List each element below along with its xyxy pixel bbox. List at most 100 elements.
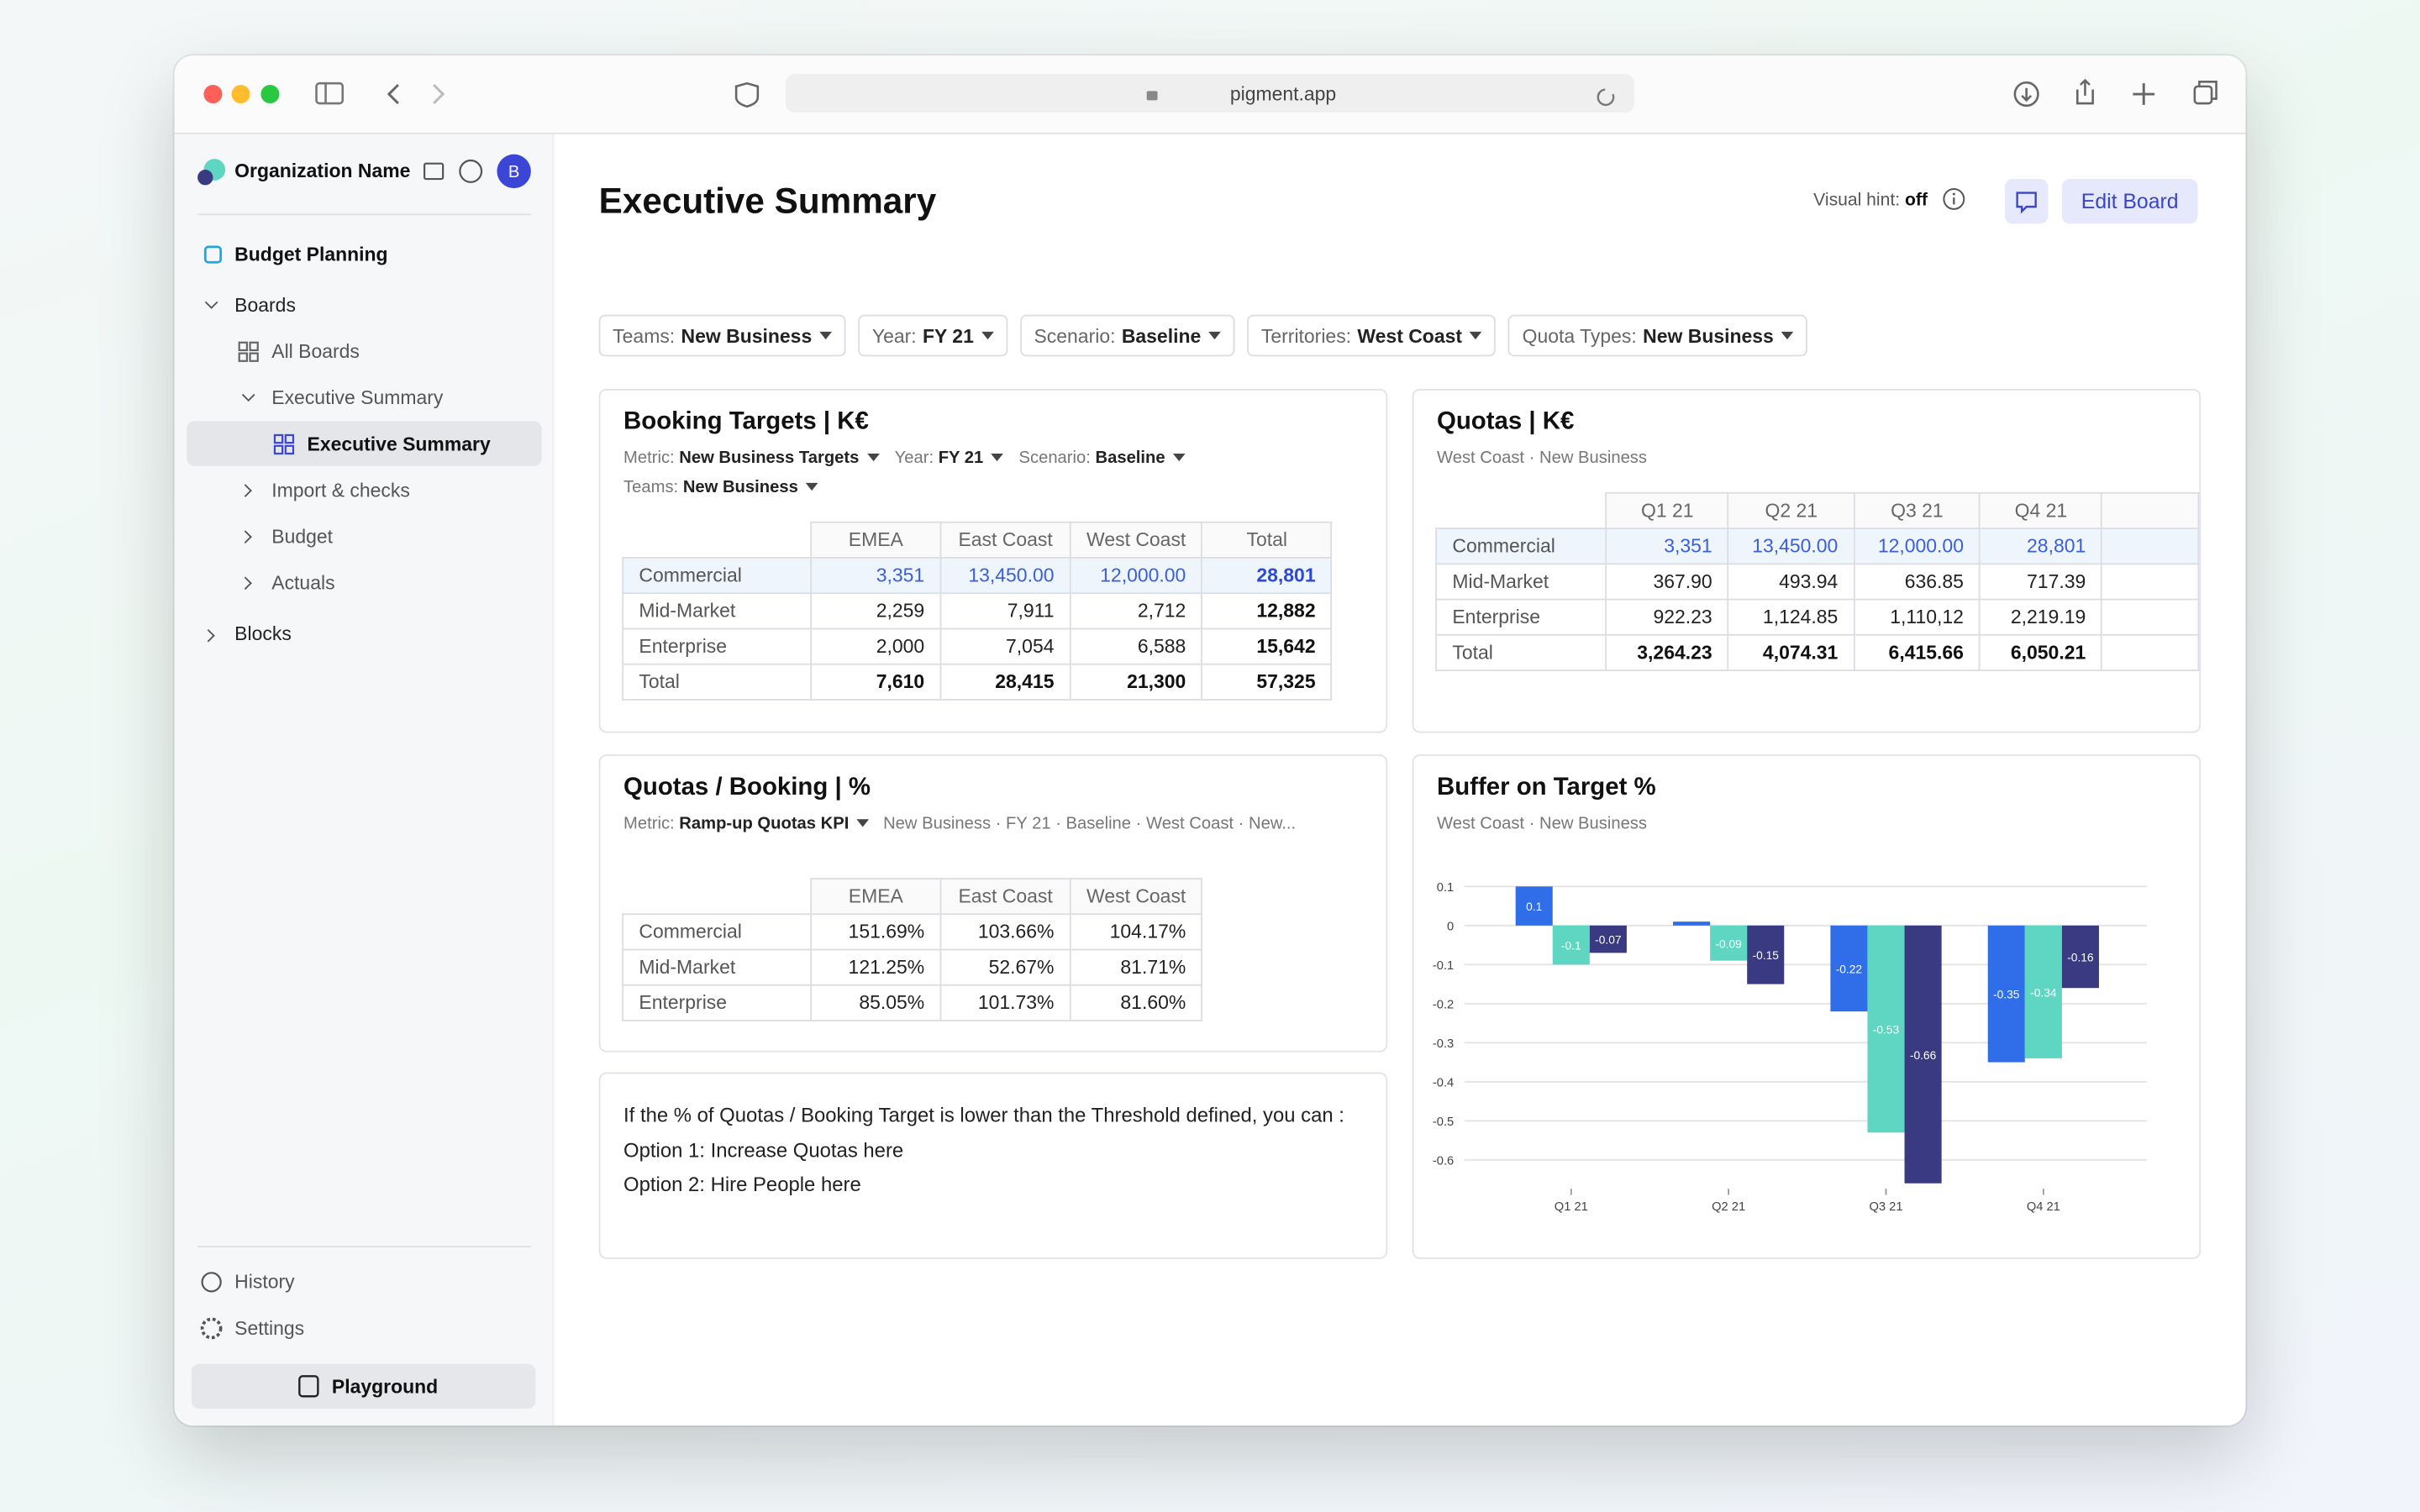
cell: 81.71% (1069, 948, 1203, 986)
back[interactable] (387, 83, 399, 105)
cell: 367.90 (1605, 563, 1729, 601)
edit-board[interactable]: Edit Board (2061, 179, 2198, 224)
grid-icon (238, 341, 259, 362)
dropdown-caret (866, 454, 880, 462)
new-tab[interactable] (2133, 83, 2155, 105)
filter-label: Scenario: (1034, 324, 1116, 347)
value-label: -0.34 (2030, 986, 2057, 999)
filter[interactable]: Teams: New Business (598, 314, 846, 357)
note-line: Option 2: Hire People here (623, 1172, 861, 1196)
gift[interactable] (423, 162, 445, 181)
help[interactable] (459, 159, 483, 183)
org-name[interactable]: Organization Name (234, 160, 411, 182)
note-widget: If the % of Quotas / Booking Target is l… (598, 1072, 1388, 1259)
nav-history[interactable]: History (234, 1271, 295, 1294)
nav-item-selected[interactable]: Executive Summary (307, 433, 491, 455)
widget-title: Quotas | K€ (1437, 408, 1575, 435)
cell: 6,415.66 (1853, 633, 1981, 671)
bar (1515, 886, 1553, 926)
share[interactable] (2075, 78, 2094, 105)
toolbar-icons: pigment.app (203, 74, 2217, 113)
sidebar-icons: B (187, 154, 542, 1409)
filter-label: Teams: (613, 324, 676, 347)
widget-filter[interactable]: Scenario: Baseline (1019, 449, 1186, 468)
playground-label[interactable]: Playground (331, 1376, 439, 1399)
playground-icon (298, 1375, 319, 1398)
forward[interactable] (433, 83, 445, 105)
cell: Mid-Market (622, 592, 813, 630)
tabs[interactable] (2193, 85, 2213, 105)
cell: 121.25% (810, 948, 942, 986)
filter-value: FY 21 (938, 449, 984, 468)
page-title: Executive Summary (598, 180, 937, 221)
filter[interactable]: Scenario: Baseline (1019, 314, 1235, 357)
x-tick-label: Q4 21 (2027, 1200, 2060, 1214)
sidebar-toggle[interactable] (315, 81, 345, 105)
column-header: West Coast (1069, 878, 1203, 916)
minimize[interactable] (231, 85, 250, 104)
filter[interactable]: Quota Types: New Business (1508, 314, 1808, 357)
widget-filter[interactable]: Metric: New Business Targets (623, 449, 880, 468)
nav-settings[interactable]: Settings (234, 1317, 305, 1340)
row: Enterprise 85.05% 101.73% 81.60% (622, 984, 1203, 1021)
cell: 922.23 (1605, 598, 1729, 636)
comment-button[interactable] (2004, 179, 2049, 224)
cell: 2,712 (1069, 592, 1203, 630)
row: Mid-Market 121.25% 52.67% 81.71% (622, 948, 1203, 986)
cell: 15,642 (1201, 627, 1333, 665)
nav-item[interactable]: Import & checks (271, 480, 410, 501)
filter-value: New Business (682, 478, 798, 497)
cell: 3,264.23 (1605, 633, 1729, 671)
cell (2101, 563, 2200, 601)
bar (1987, 925, 2025, 1063)
downloads[interactable] (2013, 81, 2039, 108)
app-name[interactable]: Budget Planning (234, 244, 388, 265)
header-row: EMEA East Coast West Coast Total (623, 521, 1333, 559)
zoom[interactable] (260, 85, 280, 104)
shield[interactable] (734, 81, 760, 108)
cell: 2,219.19 (1979, 598, 2103, 636)
filter-label: Quota Types: (1522, 324, 1637, 347)
nav-boards[interactable]: Boards (234, 294, 296, 317)
nav-item[interactable]: Budget (271, 526, 334, 549)
column-header: West Coast (1069, 521, 1203, 559)
reload[interactable] (1597, 88, 1615, 106)
y-tick-label: -0.4 (1433, 1076, 1454, 1089)
filter[interactable]: Territories: West Coast (1247, 314, 1497, 357)
url-bar[interactable] (785, 74, 1635, 113)
cell (2101, 633, 2200, 671)
widget-filter[interactable]: Teams: New Business (623, 478, 818, 496)
close[interactable] (203, 85, 223, 104)
row: Commercial 3,351 13,450.00 12,000.00 28,801 (622, 557, 1333, 595)
nav-item[interactable]: Executive Summary (271, 387, 444, 409)
dropdown-caret (991, 454, 1004, 462)
row: Commercial 3,351 13,450.00 12,000.00 28,801 (1435, 528, 2200, 565)
playground-button[interactable] (191, 1363, 536, 1409)
filter-bar: Teams: New Business Year: FY 21 Scenario: Bas… (598, 314, 1808, 357)
cell: 12,000.00 (1069, 557, 1203, 595)
cell: 101.73% (939, 984, 1071, 1021)
chart-title: Buffer on Target % (1437, 774, 1656, 801)
nav-item[interactable]: All Boards (271, 340, 360, 363)
nav-item[interactable]: Actuals (271, 572, 335, 595)
cell: 7,054 (939, 627, 1071, 665)
widget-filter[interactable]: Year: FY 21 (895, 449, 1004, 468)
cell: 52.67% (939, 948, 1071, 986)
widget-title: Booking Targets | K€ (623, 408, 869, 435)
filter-value[interactable]: Ramp-up Quotas KPI (679, 814, 850, 833)
data-table: EMEA East Coast West Coast Commercial 151.69… (622, 878, 1203, 1021)
avatar[interactable] (497, 154, 531, 189)
nav-blocks[interactable]: Blocks (234, 623, 292, 645)
visual-hint[interactable]: Visual hint: off (1813, 192, 1928, 210)
widget-filters: Metric: New Business Targets Year: FY 21 S… (623, 449, 1201, 468)
filter-label: Year: (871, 324, 917, 347)
avatar-initial: B (508, 163, 519, 181)
org-logo-dot (197, 170, 213, 186)
y-tick-label: -0.2 (1433, 998, 1454, 1011)
value-label: -0.15 (1753, 949, 1780, 962)
dropdown-caret (819, 331, 833, 340)
cell: 3,351 (1605, 528, 1729, 565)
filter[interactable]: Year: FY 21 (858, 314, 1008, 357)
